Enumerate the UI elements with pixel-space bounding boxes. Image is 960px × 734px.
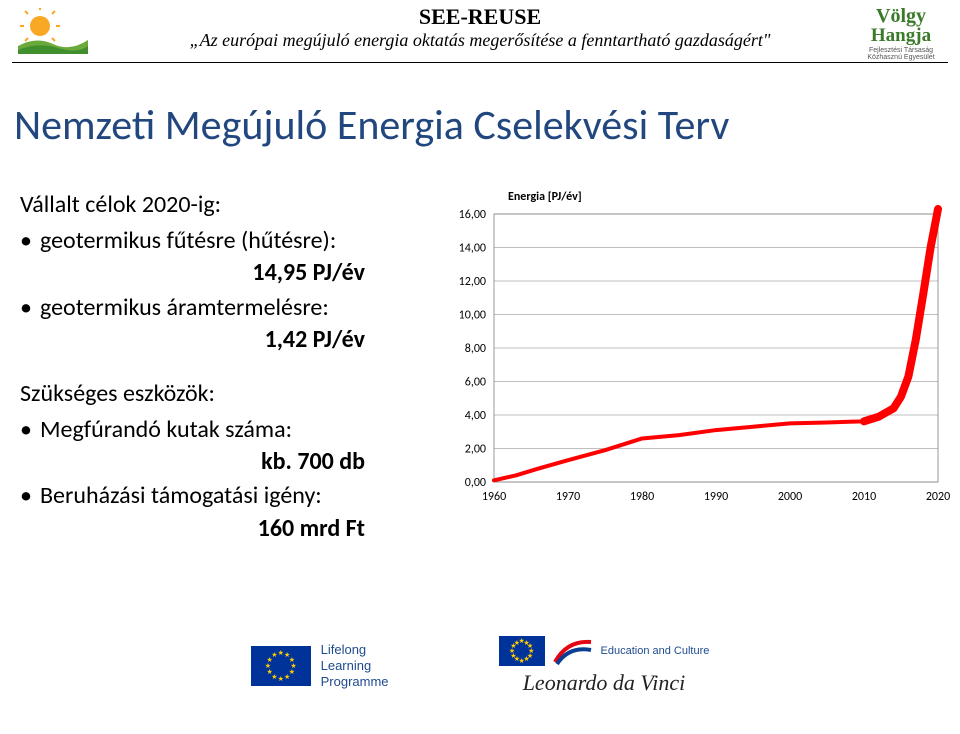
svg-text:1960: 1960 [482, 490, 506, 504]
svg-text:Energia [PJ/év]: Energia [PJ/év] [508, 190, 582, 204]
org-logo-line1: Völgy [876, 6, 926, 26]
ldv-top: ★★★★★★★★★★★★ Education and Culture [499, 636, 710, 666]
ldv-name: Leonardo da Vinci [523, 670, 686, 696]
llp-logo: ★★★★★★★★★★★★ Lifelong Learning Programme [251, 642, 389, 691]
list-item: Megfúrandó kutak száma: kb. 700 db [20, 414, 425, 479]
ldv-logo: ★★★★★★★★★★★★ Education and Culture Leona… [499, 636, 710, 696]
item-text: geotermikus fűtésre (hűtésre): [40, 226, 336, 255]
svg-text:10,00: 10,00 [459, 309, 486, 323]
svg-text:2020: 2020 [926, 490, 950, 504]
svg-text:1980: 1980 [630, 490, 654, 504]
svg-text:16,00: 16,00 [459, 208, 486, 222]
svg-text:2010: 2010 [852, 490, 876, 504]
item-value: 1,42 PJ/év [40, 324, 425, 356]
llp-text: Lifelong Learning Programme [321, 642, 389, 691]
project-logo-icon [18, 8, 88, 54]
footer: ★★★★★★★★★★★★ Lifelong Learning Programme… [0, 616, 960, 716]
llp-l2: Learning [321, 658, 389, 674]
item-value: 14,95 PJ/év [40, 257, 425, 289]
eu-flag-icon: ★★★★★★★★★★★★ [499, 636, 545, 666]
svg-text:8,00: 8,00 [465, 342, 486, 356]
org-logo: Völgy Hangja Fejlesztési Társaság Közhas… [860, 6, 942, 78]
llp-l1: Lifelong [321, 642, 389, 658]
item-text: Megfúrandó kutak száma: [40, 415, 292, 444]
section1-lead: Vállalt célok 2020-ig: [20, 190, 425, 219]
page-title: Nemzeti Megújuló Energia Cselekvési Terv [14, 100, 729, 151]
content-column: Vállalt célok 2020-ig: geotermikus fűtés… [20, 190, 425, 567]
ldv-swoosh-icon [553, 636, 593, 666]
svg-text:1990: 1990 [704, 490, 728, 504]
header-rule [12, 62, 948, 63]
list-item: geotermikus áramtermelésre: 1,42 PJ/év [20, 292, 425, 357]
svg-text:12,00: 12,00 [459, 275, 486, 289]
svg-text:0,00: 0,00 [465, 476, 486, 490]
eu-flag-icon: ★★★★★★★★★★★★ [251, 646, 311, 686]
svg-text:6,00: 6,00 [465, 376, 486, 390]
org-logo-sub: Fejlesztési Társaság Közhasznú Egyesület [860, 47, 942, 61]
svg-text:2000: 2000 [778, 490, 802, 504]
item-text: geotermikus áramtermelésre: [40, 293, 329, 322]
header: SEE-REUSE „Az európai megújuló energia o… [0, 4, 960, 82]
section2-lead: Szükséges eszközök: [20, 379, 425, 408]
item-value: kb. 700 db [40, 446, 425, 478]
item-text: Beruházási támogatási igény: [40, 481, 322, 510]
list-item: geotermikus fűtésre (hűtésre): 14,95 PJ/… [20, 225, 425, 290]
header-subtitle: „Az európai megújuló energia oktatás meg… [0, 30, 960, 51]
section1-list: geotermikus fűtésre (hűtésre): 14,95 PJ/… [20, 225, 425, 357]
header-title: SEE-REUSE [0, 4, 960, 30]
ldv-ec: Education and Culture [601, 645, 710, 657]
llp-l3: Programme [321, 674, 389, 690]
svg-text:1970: 1970 [556, 490, 580, 504]
svg-text:4,00: 4,00 [465, 409, 486, 423]
chart-svg: Energia [PJ/év] 0,00 2,00 4,00 6,00 8,00 10,00… [440, 186, 950, 510]
item-value: 160 mrd Ft [40, 513, 425, 545]
energy-chart: Energia [PJ/év] 0,00 2,00 4,00 6,00 8,00 10,00… [440, 186, 950, 510]
svg-text:2,00: 2,00 [465, 443, 486, 457]
section2-list: Megfúrandó kutak száma: kb. 700 db Beruh… [20, 414, 425, 546]
slide: SEE-REUSE „Az európai megújuló energia o… [0, 0, 960, 734]
list-item: Beruházási támogatási igény: 160 mrd Ft [20, 480, 425, 545]
svg-text:14,00: 14,00 [459, 242, 486, 256]
org-logo-line2: Hangja [871, 26, 931, 45]
